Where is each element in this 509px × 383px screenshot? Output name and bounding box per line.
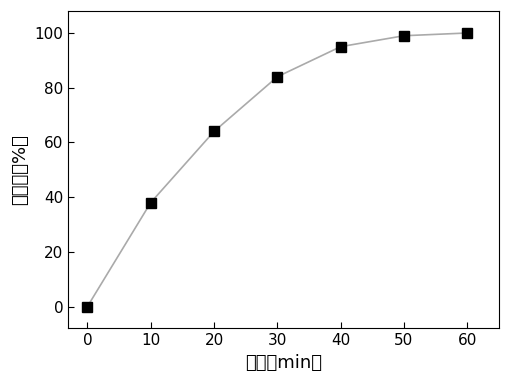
- X-axis label: 时间（min）: 时间（min）: [245, 354, 322, 372]
- Y-axis label: 降解率（%）: 降解率（%）: [11, 134, 29, 205]
